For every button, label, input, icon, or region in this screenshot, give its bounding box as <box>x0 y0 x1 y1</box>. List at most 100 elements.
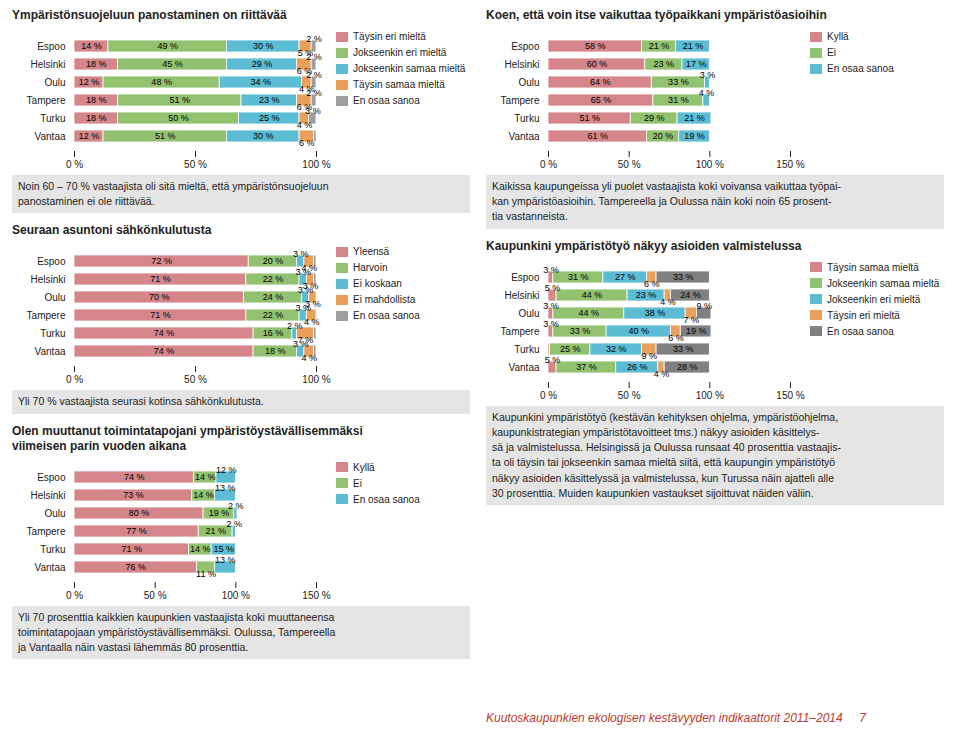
svg-text:2 %: 2 % <box>226 519 242 529</box>
svg-text:22 %: 22 % <box>263 275 284 285</box>
svg-text:30 %: 30 % <box>253 131 274 141</box>
svg-text:27 %: 27 % <box>615 272 636 282</box>
svg-text:24 %: 24 % <box>263 293 284 303</box>
svg-text:44 %: 44 % <box>582 290 603 300</box>
svg-text:30 %: 30 % <box>253 41 274 51</box>
svg-text:23 %: 23 % <box>654 59 675 69</box>
svg-text:44 %: 44 % <box>579 308 600 318</box>
svg-text:50 %: 50 % <box>184 374 207 385</box>
svg-text:51 %: 51 % <box>579 113 600 123</box>
svg-text:19 %: 19 % <box>684 131 705 141</box>
svg-text:76 %: 76 % <box>126 562 147 572</box>
svg-text:4 %: 4 % <box>654 369 670 379</box>
svg-text:100 %: 100 % <box>696 159 724 170</box>
svg-text:50 %: 50 % <box>168 113 189 123</box>
svg-text:50 %: 50 % <box>618 389 641 400</box>
svg-text:18 %: 18 % <box>86 59 107 69</box>
svg-text:33 %: 33 % <box>668 77 689 87</box>
svg-text:Oulu: Oulu <box>518 307 539 318</box>
svg-text:2 %: 2 % <box>287 322 303 332</box>
svg-text:Espoo: Espoo <box>511 41 540 52</box>
svg-text:23 %: 23 % <box>259 95 280 105</box>
svg-text:5 %: 5 % <box>298 48 314 58</box>
svg-text:38 %: 38 % <box>645 308 666 318</box>
svg-text:Oulu: Oulu <box>44 507 65 518</box>
svg-text:4 %: 4 % <box>297 120 313 130</box>
svg-text:Vantaa: Vantaa <box>35 346 66 357</box>
svg-text:31 %: 31 % <box>568 272 589 282</box>
svg-text:74 %: 74 % <box>154 329 175 339</box>
svg-text:150 %: 150 % <box>776 389 804 400</box>
svg-text:60 %: 60 % <box>587 59 608 69</box>
svg-text:48 %: 48 % <box>151 77 172 87</box>
svg-text:Turku: Turku <box>40 113 65 124</box>
svg-text:18 %: 18 % <box>86 95 107 105</box>
svg-text:5 %: 5 % <box>545 283 561 293</box>
svg-text:23 %: 23 % <box>636 290 657 300</box>
svg-text:58 %: 58 % <box>585 41 606 51</box>
svg-text:3 %: 3 % <box>305 300 321 310</box>
svg-text:6 %: 6 % <box>299 138 315 148</box>
svg-text:21 %: 21 % <box>683 41 704 51</box>
svg-text:Helsinki: Helsinki <box>504 59 539 70</box>
svg-text:34 %: 34 % <box>251 77 272 87</box>
svg-text:Helsinki: Helsinki <box>30 274 65 285</box>
svg-text:21 %: 21 % <box>684 113 705 123</box>
svg-text:7 %: 7 % <box>298 336 314 346</box>
svg-text:14 %: 14 % <box>195 472 216 482</box>
svg-text:3 %: 3 % <box>700 70 716 80</box>
svg-text:14 %: 14 % <box>193 490 214 500</box>
svg-text:0 %: 0 % <box>66 589 83 600</box>
svg-text:3 %: 3 % <box>543 301 559 311</box>
svg-text:9 %: 9 % <box>642 351 658 361</box>
svg-text:Oulu: Oulu <box>44 77 65 88</box>
svg-text:Espoo: Espoo <box>511 271 540 282</box>
svg-text:3 %: 3 % <box>543 265 559 275</box>
svg-text:Tampere: Tampere <box>27 525 66 536</box>
svg-text:150 %: 150 % <box>776 159 804 170</box>
svg-text:29 %: 29 % <box>644 113 665 123</box>
svg-text:Tampere: Tampere <box>27 310 66 321</box>
svg-text:11 %: 11 % <box>196 569 216 579</box>
svg-text:50 %: 50 % <box>144 589 167 600</box>
svg-text:3 %: 3 % <box>543 319 559 329</box>
svg-text:20 %: 20 % <box>263 257 284 267</box>
svg-text:150 %: 150 % <box>302 589 330 600</box>
svg-text:Vantaa: Vantaa <box>35 131 66 142</box>
svg-text:26 %: 26 % <box>627 362 648 372</box>
svg-text:12 %: 12 % <box>216 465 237 475</box>
svg-text:25 %: 25 % <box>560 344 581 354</box>
svg-text:Turku: Turku <box>40 543 65 554</box>
svg-text:Helsinki: Helsinki <box>30 59 65 70</box>
svg-text:74 %: 74 % <box>124 472 145 482</box>
svg-text:Tampere: Tampere <box>501 95 540 106</box>
svg-text:21 %: 21 % <box>649 41 670 51</box>
svg-text:74 %: 74 % <box>154 347 175 357</box>
svg-text:71 %: 71 % <box>150 311 171 321</box>
svg-text:2 %: 2 % <box>228 501 244 511</box>
svg-text:Oulu: Oulu <box>518 77 539 88</box>
svg-text:22 %: 22 % <box>263 311 284 321</box>
svg-text:71 %: 71 % <box>150 275 171 285</box>
svg-text:80 %: 80 % <box>129 508 150 518</box>
svg-text:9 %: 9 % <box>696 301 712 311</box>
svg-text:31 %: 31 % <box>668 95 689 105</box>
svg-text:Turku: Turku <box>514 343 539 354</box>
svg-text:45 %: 45 % <box>162 59 183 69</box>
svg-text:49 %: 49 % <box>157 41 178 51</box>
svg-text:33 %: 33 % <box>570 326 591 336</box>
svg-text:Vantaa: Vantaa <box>509 361 540 372</box>
svg-text:12 %: 12 % <box>79 131 100 141</box>
svg-text:72 %: 72 % <box>151 257 172 267</box>
svg-text:6 %: 6 % <box>644 279 660 289</box>
svg-text:18 %: 18 % <box>86 113 107 123</box>
svg-text:100 %: 100 % <box>222 589 250 600</box>
svg-text:0 %: 0 % <box>540 389 557 400</box>
svg-text:Turku: Turku <box>514 113 539 124</box>
svg-text:77 %: 77 % <box>126 526 147 536</box>
svg-text:50 %: 50 % <box>184 159 207 170</box>
svg-text:19 %: 19 % <box>686 326 707 336</box>
svg-text:4 %: 4 % <box>299 84 315 94</box>
svg-text:71 %: 71 % <box>122 544 143 554</box>
svg-text:28 %: 28 % <box>677 362 698 372</box>
